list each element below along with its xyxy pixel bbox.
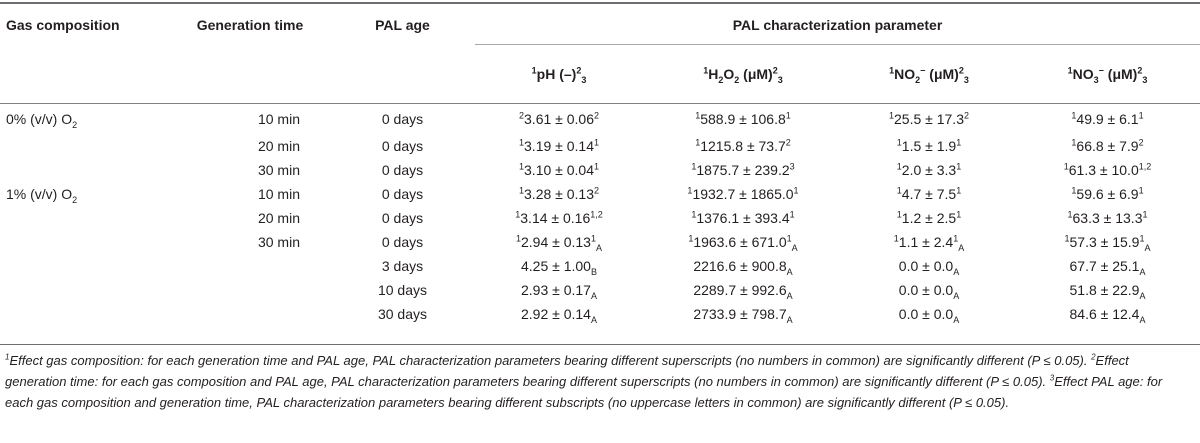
no3-cell: 67.7 ± 25.1A: [1069, 257, 1146, 277]
bottom-rule: [0, 344, 1200, 345]
gas-composition-cell: [0, 278, 170, 302]
pal-age-cell: 3 days: [381, 257, 424, 274]
no2-cell: 12.0 ± 3.31: [896, 160, 962, 178]
ph-cell: 13.28 ± 0.132: [519, 184, 599, 202]
pal-age-cell: 0 days: [381, 185, 424, 202]
table-row: 3 days 4.25 ± 1.00B 2216.6 ± 900.8A 0.0 ± 0…: [0, 254, 1200, 278]
no3-cell: 159.6 ± 6.91: [1071, 184, 1144, 202]
no3-cell: 84.6 ± 12.4A: [1069, 305, 1146, 325]
h2o2-cell: 11875.7 ± 239.23: [691, 160, 795, 178]
generation-time-cell: 10 min: [257, 185, 300, 202]
generation-time-cell: [170, 278, 330, 302]
h2o2-cell: 11215.8 ± 73.72: [695, 136, 791, 154]
pal-age-cell: 0 days: [381, 110, 424, 127]
footnote-text: Effect gas composition: for each generat…: [9, 353, 1092, 368]
h2o2-cell: 11932.7 ± 1865.01: [687, 184, 799, 202]
table-row: 1% (v/v) O2 10 min 0 days 13.28 ± 0.132 1193…: [0, 182, 1200, 206]
h2o2-cell: 11376.1 ± 393.41: [691, 208, 795, 226]
no2-cell: 0.0 ± 0.0A: [898, 257, 960, 277]
pal-age-cell: 0 days: [381, 137, 424, 154]
no2-cell: 125.5 ± 17.32: [889, 110, 969, 127]
gas-composition-cell: [0, 134, 170, 158]
footnote-text: Effect generation time: for each gas com…: [5, 353, 1129, 389]
no2-cell: 0.0 ± 0.0A: [898, 305, 960, 325]
table-row: 30 min 0 days 12.94 ± 0.131A 11963.6 ± 671.…: [0, 230, 1200, 254]
gas-composition-cell: [0, 230, 170, 254]
gas-composition-cell: [0, 158, 170, 182]
no2-cell: 0.0 ± 0.0A: [898, 281, 960, 301]
no2-cell: 11.1 ± 2.41A: [893, 232, 965, 253]
pal-age-cell: 0 days: [381, 161, 424, 178]
no2-cell: 11.5 ± 1.91: [896, 136, 962, 154]
table-row: 10 days 2.93 ± 0.17A 2289.7 ± 992.6A 0.0 ± …: [0, 278, 1200, 302]
generation-time-cell: 20 min: [257, 137, 300, 154]
generation-time-cell: [170, 302, 330, 326]
no3-cell: 149.9 ± 6.11: [1071, 110, 1144, 127]
header-spacer: [170, 44, 330, 104]
header-row-2: 1pH (–)23 1H2O2 (μM)23 1NO2− (μM)23 1NO3…: [0, 44, 1200, 104]
no3-cell: 51.8 ± 22.9A: [1069, 281, 1146, 301]
generation-time-cell: 10 min: [257, 110, 300, 127]
table-row: 20 min 0 days 13.19 ± 0.141 11215.8 ± 73.72…: [0, 134, 1200, 158]
table-body: 0% (v/v) O2 10 min 0 days 23.61 ± 0.062 1588…: [0, 104, 1200, 326]
ph-cell: 2.92 ± 0.14A: [521, 305, 597, 325]
col-header-generation-time: Generation time: [196, 17, 304, 34]
generation-time-cell: 30 min: [257, 233, 300, 250]
no3-cell: 157.3 ± 15.91A: [1064, 232, 1151, 253]
ph-cell: 2.93 ± 0.17A: [521, 281, 597, 301]
ph-cell: 13.10 ± 0.041: [519, 160, 599, 178]
col-header-ph: 1pH (–)23: [475, 44, 643, 104]
no2-cell: 11.2 ± 2.51: [896, 208, 962, 226]
header-row-1: Gas composition Generation time PAL age …: [0, 6, 1200, 45]
gas-composition-cell: 0% (v/v) O2: [6, 110, 78, 130]
no3-cell: 166.8 ± 7.92: [1071, 136, 1144, 154]
results-table: Gas composition Generation time PAL age …: [0, 6, 1200, 326]
table-row: 0% (v/v) O2 10 min 0 days 23.61 ± 0.062 1588…: [0, 104, 1200, 134]
pal-age-cell: 30 days: [377, 305, 428, 322]
ph-cell: 13.14 ± 0.161,2: [515, 208, 603, 226]
ph-cell: 13.19 ± 0.141: [519, 136, 599, 154]
gas-composition-cell: [0, 206, 170, 230]
gas-composition-cell: 1% (v/v) O2: [6, 185, 78, 205]
footnote-text: Effect PAL age: for each gas composition…: [5, 374, 1163, 410]
top-rule: [0, 2, 1200, 4]
no2-cell: 14.7 ± 7.51: [896, 184, 962, 202]
ph-cell: 4.25 ± 1.00B: [521, 257, 597, 277]
h2o2-cell: 2216.6 ± 900.8A: [693, 257, 793, 277]
gas-composition-cell: [0, 254, 170, 278]
generation-time-cell: 20 min: [257, 209, 300, 226]
footnotes: 1Effect gas composition: for each genera…: [5, 350, 1193, 413]
footnote-marker: 1: [5, 352, 10, 362]
table-row: 30 days 2.92 ± 0.14A 2733.9 ± 798.7A 0.0 ± …: [0, 302, 1200, 326]
col-header-no2: 1NO2− (μM)23: [843, 44, 1015, 104]
footnote-marker: 2: [1091, 352, 1096, 362]
col-header-gas: Gas composition: [6, 17, 120, 34]
h2o2-cell: 2289.7 ± 992.6A: [693, 281, 793, 301]
no3-cell: 163.3 ± 13.31: [1067, 208, 1148, 226]
h2o2-cell: 1588.9 ± 106.81: [695, 110, 791, 127]
pal-age-cell: 0 days: [381, 233, 424, 250]
table-row: 20 min 0 days 13.14 ± 0.161,2 11376.1 ± 393…: [0, 206, 1200, 230]
no3-cell: 161.3 ± 10.01,2: [1063, 160, 1152, 178]
col-header-h2o2: 1H2O2 (μM)23: [643, 44, 843, 104]
generation-time-cell: [170, 254, 330, 278]
ph-cell: 23.61 ± 0.062: [519, 110, 599, 127]
h2o2-cell: 2733.9 ± 798.7A: [693, 305, 793, 325]
header-spacer: [330, 44, 475, 104]
pal-age-cell: 10 days: [377, 281, 428, 298]
h2o2-cell: 11963.6 ± 671.01A: [688, 232, 798, 253]
ph-cell: 12.94 ± 0.131A: [515, 232, 602, 253]
col-header-pal-parameter: PAL characterization parameter: [475, 6, 1200, 45]
header-spacer: [0, 44, 170, 104]
generation-time-cell: 30 min: [257, 161, 300, 178]
col-header-pal-age: PAL age: [375, 17, 430, 34]
pal-age-cell: 0 days: [381, 209, 424, 226]
table-row: 30 min 0 days 13.10 ± 0.041 11875.7 ± 239.2…: [0, 158, 1200, 182]
gas-composition-cell: [0, 302, 170, 326]
footnote-marker: 3: [1049, 373, 1055, 383]
col-header-no3: 1NO3− (μM)23: [1015, 44, 1200, 104]
